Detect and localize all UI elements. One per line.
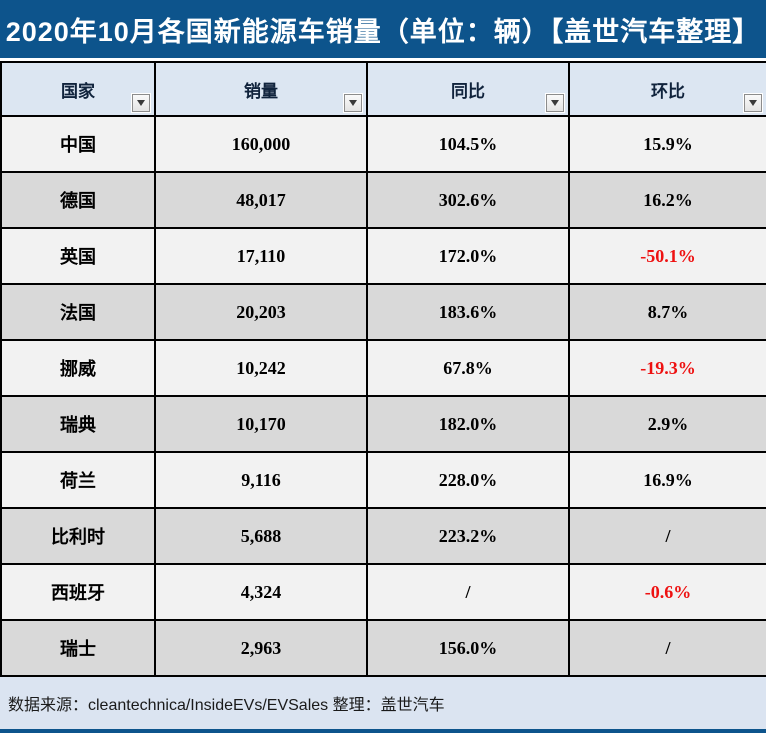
cell-yoy: 302.6% <box>366 171 570 229</box>
cell-yoy: 156.0% <box>366 619 570 677</box>
filter-dropdown-arrow-icon <box>349 100 357 106</box>
table-header: 国家 销量 同比 环比 <box>0 61 766 117</box>
col-header-country: 国家 <box>0 61 156 117</box>
cell-mom: / <box>568 507 766 565</box>
table-row: 英国 17,110 172.0% -50.1% <box>0 227 766 285</box>
filter-dropdown-arrow-icon <box>749 100 757 106</box>
bottom-accent-bar <box>0 729 766 733</box>
cell-country: 瑞士 <box>0 619 156 677</box>
table-row: 法国 20,203 183.6% 8.7% <box>0 283 766 341</box>
filter-dropdown-button-country[interactable] <box>131 93 151 113</box>
cell-sales: 2,963 <box>154 619 368 677</box>
title-bar: 2020年10月各国新能源车销量（单位：辆）【盖世汽车整理】 <box>0 0 766 58</box>
table-row: 比利时 5,688 223.2% / <box>0 507 766 565</box>
cell-sales: 48,017 <box>154 171 368 229</box>
col-header-mom: 环比 <box>568 61 766 117</box>
filter-dropdown-arrow-icon <box>551 100 559 106</box>
cell-yoy: 223.2% <box>366 507 570 565</box>
cell-yoy: 67.8% <box>366 339 570 397</box>
col-header-yoy-label: 同比 <box>451 81 485 101</box>
cell-sales: 4,324 <box>154 563 368 621</box>
filter-dropdown-button-sales[interactable] <box>343 93 363 113</box>
cell-mom: 15.9% <box>568 115 766 173</box>
footer-bar: 数据来源：cleantechnica/InsideEVs/EVSales 整理：… <box>0 677 766 729</box>
filter-dropdown-arrow-icon <box>137 100 145 106</box>
cell-yoy: 172.0% <box>366 227 570 285</box>
page-title: 2020年10月各国新能源车销量（单位：辆）【盖世汽车整理】 <box>5 16 761 47</box>
filter-dropdown-button-yoy[interactable] <box>545 93 565 113</box>
cell-mom: -50.1% <box>568 227 766 285</box>
cell-sales: 10,170 <box>154 395 368 453</box>
cell-mom: / <box>568 619 766 677</box>
data-source-text: 数据来源：cleantechnica/InsideEVs/EVSales 整理：… <box>8 697 445 714</box>
cell-sales: 160,000 <box>154 115 368 173</box>
table-row: 中国 160,000 104.5% 15.9% <box>0 115 766 173</box>
col-header-sales-label: 销量 <box>244 81 278 101</box>
col-header-mom-label: 环比 <box>651 81 685 101</box>
cell-country: 法国 <box>0 283 156 341</box>
cell-mom: 16.2% <box>568 171 766 229</box>
cell-sales: 5,688 <box>154 507 368 565</box>
cell-mom: -19.3% <box>568 339 766 397</box>
col-header-country-label: 国家 <box>61 81 95 101</box>
cell-yoy: 104.5% <box>366 115 570 173</box>
header-row: 国家 销量 同比 环比 <box>0 61 766 117</box>
table-row: 瑞士 2,963 156.0% / <box>0 619 766 677</box>
cell-country: 比利时 <box>0 507 156 565</box>
table-body: 中国 160,000 104.5% 15.9% 德国 48,017 302.6% 16.2% 英… <box>0 115 766 677</box>
cell-country: 德国 <box>0 171 156 229</box>
sales-table: 国家 销量 同比 环比 中国 160,000 104.5% 15.9% 德国 48,017… <box>0 61 766 677</box>
cell-country: 西班牙 <box>0 563 156 621</box>
cell-country: 瑞典 <box>0 395 156 453</box>
table-row: 西班牙 4,324/-0.6% <box>0 563 766 621</box>
cell-yoy: 228.0% <box>366 451 570 509</box>
table-row: 德国 48,017 302.6% 16.2% <box>0 171 766 229</box>
cell-yoy: 182.0% <box>366 395 570 453</box>
filter-dropdown-button-mom[interactable] <box>743 93 763 113</box>
cell-sales: 10,242 <box>154 339 368 397</box>
table-row: 挪威 10,242 67.8% -19.3% <box>0 339 766 397</box>
cell-yoy: / <box>366 563 570 621</box>
cell-sales: 17,110 <box>154 227 368 285</box>
cell-mom: -0.6% <box>568 563 766 621</box>
title-table-gap <box>0 58 766 61</box>
cell-country: 英国 <box>0 227 156 285</box>
table-row: 荷兰 9,116 228.0% 16.9% <box>0 451 766 509</box>
col-header-yoy: 同比 <box>366 61 570 117</box>
cell-country: 荷兰 <box>0 451 156 509</box>
cell-country: 挪威 <box>0 339 156 397</box>
cell-mom: 16.9% <box>568 451 766 509</box>
table-row: 瑞典 10,170 182.0% 2.9% <box>0 395 766 453</box>
col-header-sales: 销量 <box>154 61 368 117</box>
cell-sales: 9,116 <box>154 451 368 509</box>
cell-sales: 20,203 <box>154 283 368 341</box>
cell-yoy: 183.6% <box>366 283 570 341</box>
cell-country: 中国 <box>0 115 156 173</box>
cell-mom: 8.7% <box>568 283 766 341</box>
cell-mom: 2.9% <box>568 395 766 453</box>
